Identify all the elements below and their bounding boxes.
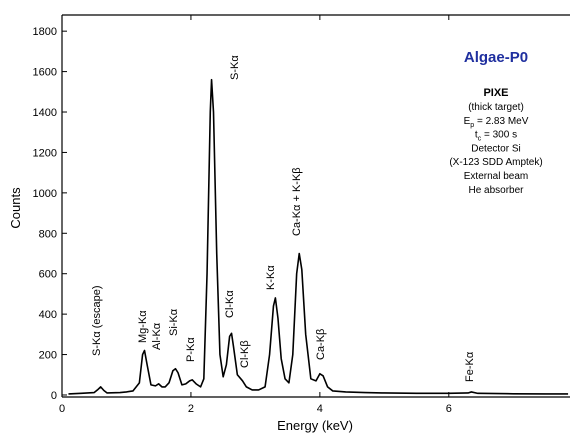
peak-label: Ca-Kα + K-Kβ	[291, 167, 303, 236]
info-line: He absorber	[468, 185, 524, 196]
info-value: = 2.83 MeV	[474, 116, 529, 127]
x-tick-label: 2	[188, 403, 194, 415]
peak-label: Cl-Kα	[224, 290, 236, 318]
info-subscript: p	[470, 122, 474, 129]
info-line: tc = 300 s	[475, 130, 517, 143]
y-tick-label: 600	[39, 269, 57, 281]
peak-label: S-Kα (escape)	[91, 285, 103, 356]
info-title: Algae-P0	[464, 49, 528, 66]
peak-label: Mg-Kα	[137, 310, 149, 343]
info-line: External beam	[464, 171, 528, 182]
x-tick-label: 6	[446, 403, 452, 415]
spectrum-line	[68, 78, 569, 395]
info-value: = 300 s	[481, 130, 517, 141]
y-tick-label: 1200	[33, 147, 57, 159]
peak-label: Cl-Kβ	[239, 340, 251, 368]
y-tick-label: 400	[39, 309, 57, 321]
y-tick-label: 1400	[33, 107, 57, 119]
peak-label: P-Kα	[185, 337, 197, 362]
peak-label: Si-Kα	[168, 308, 180, 336]
x-tick-label: 0	[59, 403, 65, 415]
info-line: (thick target)	[468, 102, 524, 113]
y-tick-label: 800	[39, 228, 57, 240]
info-symbol: E	[464, 116, 471, 127]
y-tick-label: 1000	[33, 188, 57, 200]
y-axis-label: Counts	[8, 187, 23, 229]
peak-label: Ca-Kβ	[315, 329, 327, 360]
y-tick-label: 200	[39, 350, 57, 362]
y-tick-label: 1600	[33, 67, 57, 79]
x-axis-label: Energy (keV)	[277, 418, 353, 433]
info-line: (X-123 SDD Amptek)	[449, 157, 542, 168]
y-tick-label: 1800	[33, 26, 57, 38]
info-line: Detector Si	[471, 143, 520, 154]
peak-label: K-Kα	[265, 265, 277, 290]
y-tick-label: 0	[51, 390, 57, 402]
info-line: Ep = 2.83 MeV	[464, 116, 529, 129]
info-method: PIXE	[483, 87, 508, 99]
peak-label: S-Kα	[229, 55, 241, 80]
info-symbol: t	[475, 130, 478, 141]
peak-label: Fe-Kα	[464, 351, 476, 382]
peak-label: Al-Kα	[151, 322, 163, 350]
x-tick-label: 4	[317, 403, 323, 415]
info-subscript: c	[478, 136, 482, 143]
